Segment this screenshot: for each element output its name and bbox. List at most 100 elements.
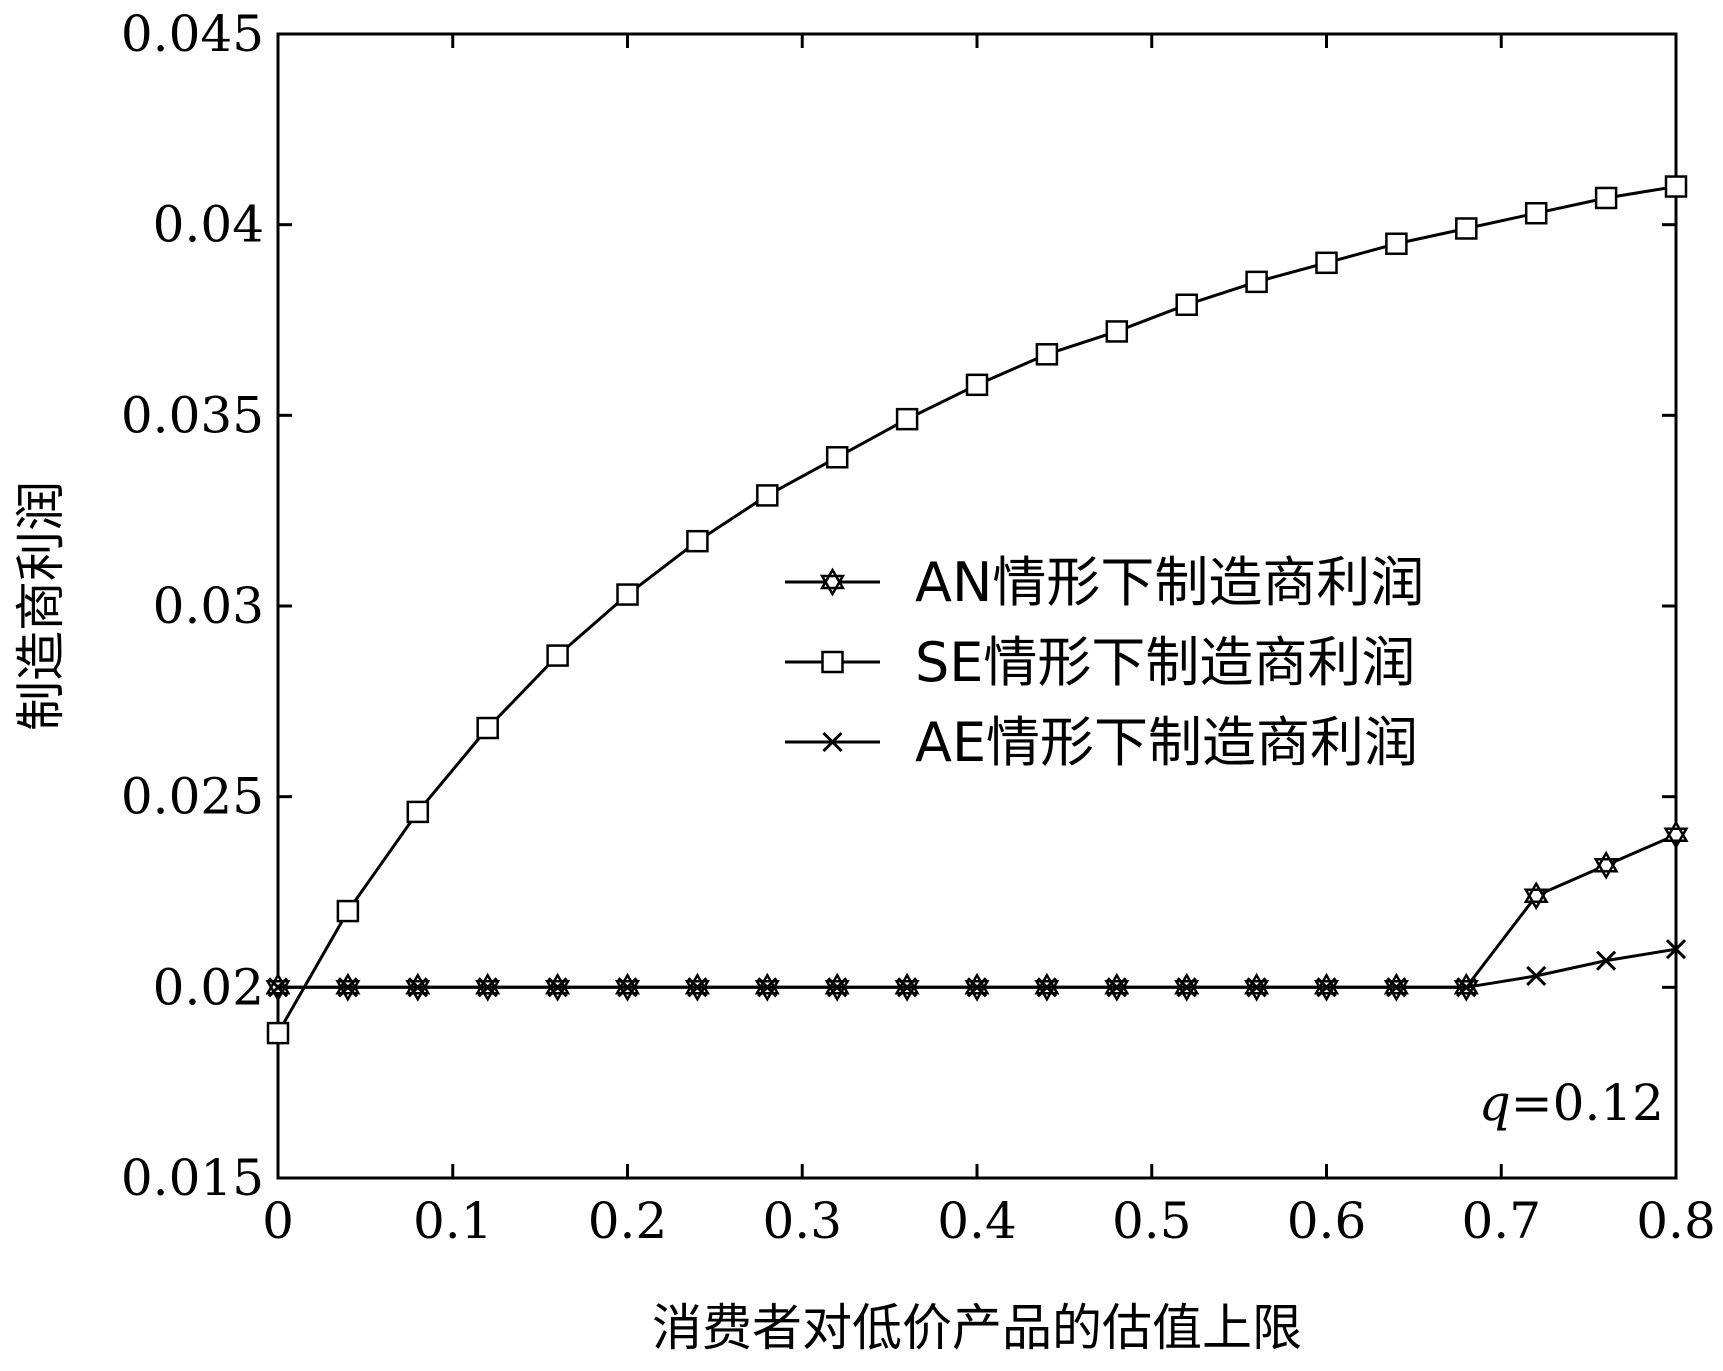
legend-entry: AE情形下制造商利润 — [785, 711, 1418, 774]
series-layer — [265, 175, 1689, 1045]
square-marker — [1385, 232, 1408, 255]
x-marker — [1316, 977, 1337, 998]
star-marker — [964, 980, 990, 1002]
square-marker — [686, 529, 709, 553]
x-tick-label: 0.4 — [937, 1192, 1017, 1250]
square-marker — [821, 650, 844, 674]
star-marker — [1244, 980, 1270, 1002]
x-marker — [1246, 977, 1267, 998]
square-marker — [616, 583, 639, 606]
star-marker — [1383, 980, 1409, 1002]
y-tick-label: 0.02 — [153, 958, 264, 1016]
star-marker — [1663, 827, 1689, 850]
axis-ticks: 0 0.1 0.2 0.3 0.4 0.5 0.6 0.7 0.8 0.015 0.02 0.025 0… — [121, 5, 1716, 1250]
star-marker — [1593, 858, 1619, 880]
legend-label: AE情形下制造商利润 — [915, 711, 1418, 774]
square-marker — [546, 644, 569, 667]
star-marker — [614, 980, 641, 1002]
x-marker — [267, 977, 289, 998]
parameter-symbol: q — [1479, 1074, 1511, 1132]
x-marker — [477, 977, 498, 998]
star-marker — [335, 980, 361, 1002]
x-marker — [407, 977, 428, 998]
star-marker — [1034, 980, 1060, 1002]
square-marker — [1245, 270, 1268, 294]
parameter-value: =0.12 — [1511, 1074, 1664, 1132]
y-tick-label: 0.04 — [153, 196, 264, 254]
x-tick-label: 0.5 — [1112, 1192, 1192, 1250]
x-marker — [757, 977, 778, 998]
legend-label: AN情形下制造商利润 — [915, 551, 1424, 614]
y-tick-label: 0.025 — [121, 768, 264, 826]
star-marker — [405, 980, 431, 1002]
parameter-annotation: q=0.12 — [1479, 1074, 1664, 1132]
x-tick-label: 0.2 — [588, 1192, 668, 1250]
x-tick-label: 0.3 — [762, 1192, 842, 1250]
square-marker — [756, 484, 779, 507]
x-marker — [966, 977, 988, 998]
square-marker — [1105, 320, 1129, 343]
square-marker — [336, 899, 360, 923]
y-tick-label: 0.045 — [121, 5, 264, 63]
square-marker — [895, 407, 919, 431]
x-marker — [897, 977, 918, 998]
x-marker — [1456, 977, 1477, 998]
series-line — [278, 833, 1677, 989]
star-marker — [684, 980, 710, 1002]
x-marker — [1386, 977, 1407, 998]
x-tick-label: 0.8 — [1636, 1192, 1716, 1250]
star-marker — [1174, 980, 1200, 1002]
x-marker — [687, 977, 708, 998]
square-marker — [1594, 186, 1618, 210]
star-marker — [1523, 888, 1549, 911]
x-marker — [1526, 965, 1547, 986]
x-marker — [617, 977, 638, 998]
x-axis-title: 消费者对低价产品的估值上限 — [652, 1299, 1302, 1357]
square-marker — [476, 716, 499, 740]
legend-label: SE情形下制造商利润 — [915, 631, 1415, 694]
star-marker — [265, 980, 291, 1002]
series-x — [267, 939, 1687, 998]
series-star — [265, 820, 1689, 1002]
square-marker — [965, 373, 989, 397]
square-marker — [1315, 251, 1338, 275]
legend-entry: SE情形下制造商利润 — [785, 631, 1415, 694]
square-marker — [1664, 175, 1688, 198]
x-marker — [827, 977, 848, 998]
square-marker — [266, 1021, 290, 1045]
x-tick-label: 0 — [262, 1192, 294, 1250]
star-marker — [754, 980, 780, 1002]
x-marker — [337, 977, 358, 998]
star-marker — [475, 980, 501, 1002]
star-marker — [545, 980, 571, 1002]
x-tick-label: 0.7 — [1461, 1192, 1541, 1250]
series-square — [266, 175, 1688, 1045]
legend-entry: AN情形下制造商利润 — [785, 551, 1424, 614]
x-marker — [1176, 977, 1197, 998]
square-marker — [406, 800, 430, 824]
x-tick-label: 0.6 — [1287, 1192, 1367, 1250]
square-marker — [1455, 217, 1478, 240]
x-marker — [1036, 977, 1057, 998]
x-tick-label: 0.1 — [413, 1192, 493, 1250]
y-tick-label: 0.03 — [153, 577, 264, 635]
star-marker — [819, 574, 846, 597]
square-marker — [1524, 201, 1548, 225]
x-marker — [547, 977, 568, 998]
star-marker — [824, 980, 850, 1002]
square-marker — [1175, 293, 1198, 316]
x-marker — [1106, 977, 1127, 998]
star-marker — [1104, 980, 1130, 1002]
y-axis-title: 制造商利润 — [12, 481, 70, 731]
star-marker — [1313, 980, 1340, 1002]
y-tick-label: 0.015 — [121, 1149, 264, 1207]
square-marker — [825, 446, 849, 469]
square-marker — [1035, 343, 1059, 366]
legend: AN情形下制造商利润 SE情形下制造商利润 AE情形下制造商利润 — [785, 551, 1424, 774]
y-tick-label: 0.035 — [121, 386, 264, 444]
x-marker — [1665, 939, 1687, 960]
star-marker — [894, 980, 920, 1002]
star-marker — [1453, 980, 1479, 1002]
x-marker — [822, 731, 843, 753]
